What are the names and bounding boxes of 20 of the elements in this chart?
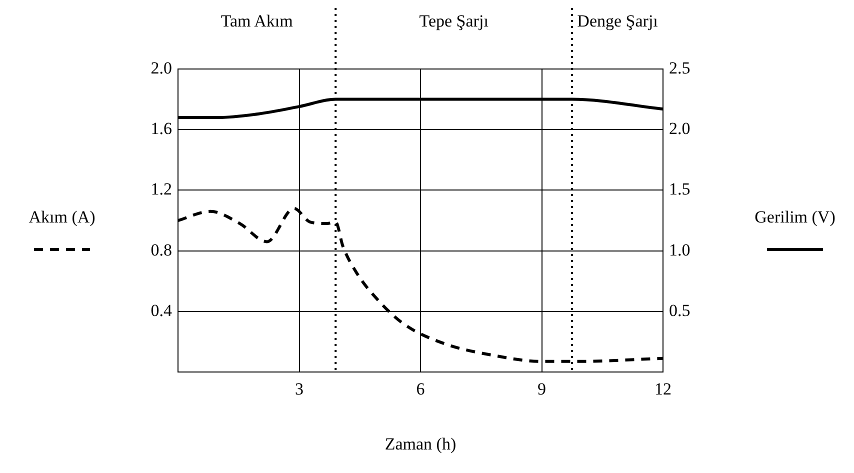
y-axis-title: Akım (A) [28,207,96,226]
x-tick-label: 6 [416,380,425,399]
y-tick-label: 2.0 [150,58,172,78]
y2-tick-label: 0.5 [669,300,690,320]
x-tick-label: 12 [654,380,672,399]
y-tick-label: 0.4 [150,300,172,320]
y2-tick-label: 2.0 [669,119,690,138]
y-tick-label: 1.6 [150,119,172,138]
y2-tick-label: 1.0 [669,240,690,260]
x-axis-title: Zaman (h) [384,434,456,454]
y2-axis-title: Gerilim (V) [754,207,836,226]
y-tick-label: 1.2 [150,180,172,199]
y2-tick-label: 1.5 [669,180,690,199]
text: Tepe Şarjı [419,11,489,30]
x-tick-label: 3 [295,380,304,399]
x-tick-label: 9 [538,380,546,399]
y-tick-label: 0.8 [150,240,172,260]
text: Denge Şarjı [577,11,658,30]
text: Tam Akım [220,11,293,30]
y2-tick-label: 2.5 [669,58,690,78]
